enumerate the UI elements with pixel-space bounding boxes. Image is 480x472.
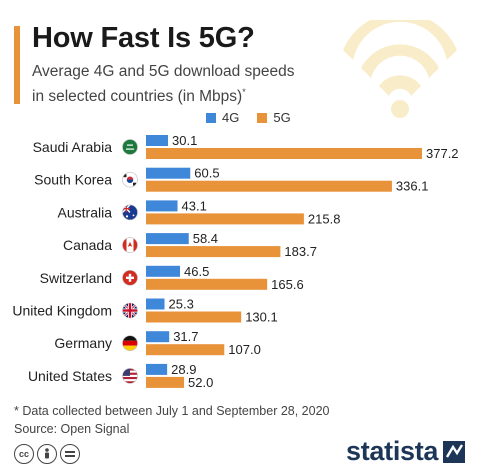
- accent-bar: [14, 26, 20, 104]
- flag-icon-4: [122, 237, 138, 253]
- wifi-icon: [343, 20, 457, 118]
- value-label-4g: 46.5: [184, 264, 209, 279]
- subtitle-line-2: in selected countries (in Mbps): [32, 88, 243, 106]
- legend-label-4g: 4G: [222, 110, 240, 125]
- value-label-4g: 43.1: [182, 198, 207, 213]
- bar-4g: [146, 265, 181, 277]
- value-label-4g: 60.5: [194, 166, 219, 181]
- category-label: Australia: [58, 204, 113, 220]
- flag-icon-3: [122, 204, 138, 221]
- value-label-4g: 31.7: [173, 329, 198, 344]
- bar-5g: [146, 148, 422, 159]
- category-label: Switzerland: [40, 270, 112, 286]
- flag-icon-8: [122, 368, 138, 384]
- legend-item-4g: 4G: [206, 110, 239, 125]
- value-label-5g: 377.2: [426, 146, 459, 161]
- flag-icon-5: [122, 270, 138, 286]
- bar-5g: [146, 311, 242, 323]
- bar-4g: [146, 233, 189, 245]
- flag-icon-2: [122, 171, 138, 188]
- subtitle-footnote-mark: *: [242, 87, 246, 97]
- legend-swatch-4g: [206, 112, 216, 123]
- brand: statista: [346, 436, 466, 467]
- nd-icon: [60, 444, 80, 464]
- value-label-5g: 336.1: [396, 179, 429, 194]
- bar-5g: [146, 246, 281, 258]
- bar-4g: [146, 200, 178, 212]
- brand-name: statista: [346, 436, 439, 466]
- legend: 4G 5G: [206, 110, 291, 125]
- category-label: South Korea: [34, 172, 112, 188]
- subtitle-line-1: Average 4G and 5G download speeds: [32, 63, 295, 80]
- value-label-5g: 130.1: [245, 310, 278, 325]
- bar-5g: [146, 213, 304, 225]
- source-note: Source: Open Signal: [14, 422, 130, 436]
- license-icons: cc: [14, 444, 80, 464]
- legend-swatch-5g: [257, 112, 268, 123]
- value-label-4g: 25.3: [169, 297, 194, 312]
- flag-icon-1: [122, 139, 138, 155]
- bar-chart: Saudi Arabia 30.1 377.2 South Korea 60.5 336.…: [12, 133, 459, 390]
- chart-title: How Fast Is 5G?: [32, 22, 255, 54]
- value-label-5g: 215.8: [308, 211, 341, 226]
- cc-icon: cc: [14, 444, 34, 464]
- value-label-5g: 183.7: [284, 244, 317, 259]
- value-label-4g: 30.1: [172, 133, 197, 148]
- value-label-5g: 107.0: [228, 342, 261, 357]
- value-label-4g: 58.4: [193, 231, 218, 246]
- category-label: United States: [28, 368, 112, 384]
- flag-icon-6: [122, 302, 138, 319]
- chart-subtitle: Average 4G and 5G download speeds in sel…: [32, 62, 332, 107]
- bar-4g: [146, 363, 168, 375]
- bar-4g: [146, 167, 191, 179]
- bar-5g: [146, 180, 392, 192]
- category-label: Canada: [63, 237, 112, 253]
- bar-5g: [146, 344, 225, 356]
- legend-item-5g: 5G: [257, 110, 291, 125]
- footnote: * Data collected between July 1 and Sept…: [14, 404, 330, 418]
- flag-icon-7: [122, 335, 138, 351]
- category-label: Germany: [54, 335, 112, 351]
- category-label: United Kingdom: [12, 303, 112, 319]
- bar-4g: [146, 298, 165, 310]
- statista-logo-icon: [443, 440, 466, 463]
- legend-label-5g: 5G: [273, 110, 291, 125]
- bar-5g: [146, 376, 185, 388]
- value-label-4g: 28.9: [171, 362, 196, 377]
- value-label-5g: 52.0: [188, 375, 213, 390]
- by-icon: [37, 444, 57, 464]
- bar-4g: [146, 331, 170, 343]
- category-label: Saudi Arabia: [33, 139, 113, 155]
- value-label-5g: 165.6: [271, 277, 304, 292]
- bar-4g: [146, 135, 169, 146]
- bar-5g: [146, 278, 268, 290]
